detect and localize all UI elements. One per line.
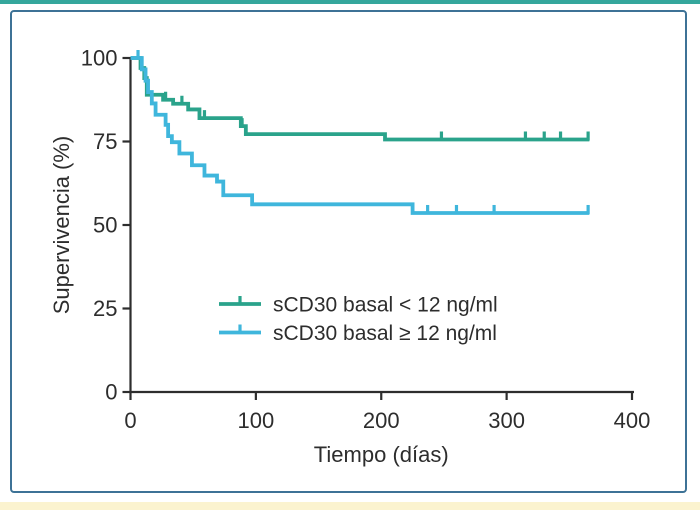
legend-label-0: sCD30 basal < 12 ng/ml (273, 294, 498, 317)
legend-label-1: sCD30 basal ≥ 12 ng/ml (273, 322, 497, 345)
x-tick-label: 100 (238, 408, 275, 433)
x-axis-title: Tiempo (días) (314, 442, 449, 467)
survival-curve-0 (130, 56, 590, 142)
y-tick-label: 50 (93, 213, 117, 238)
figure-panel: 0 25 50 75 100 0 100 200 300 400 Tiempo (días) Supe… (10, 10, 687, 493)
survival-curve-1 (130, 56, 590, 215)
x-tick-label: 300 (488, 408, 525, 433)
x-tick-label: 400 (614, 408, 651, 433)
survival-chart: 0 25 50 75 100 0 100 200 300 400 Tiempo (días) Supe… (49, 46, 651, 467)
bottom-accent-bar (0, 502, 700, 510)
y-tick-label: 75 (93, 129, 117, 154)
y-tick-label: 0 (105, 380, 117, 405)
y-axis-title: Supervivencia (%) (49, 136, 74, 315)
top-accent-bar (0, 0, 700, 4)
x-tick-label: 200 (363, 408, 400, 433)
x-tick-label: 0 (124, 408, 136, 433)
y-tick-label: 100 (81, 46, 118, 71)
y-tick-label: 25 (93, 296, 117, 321)
